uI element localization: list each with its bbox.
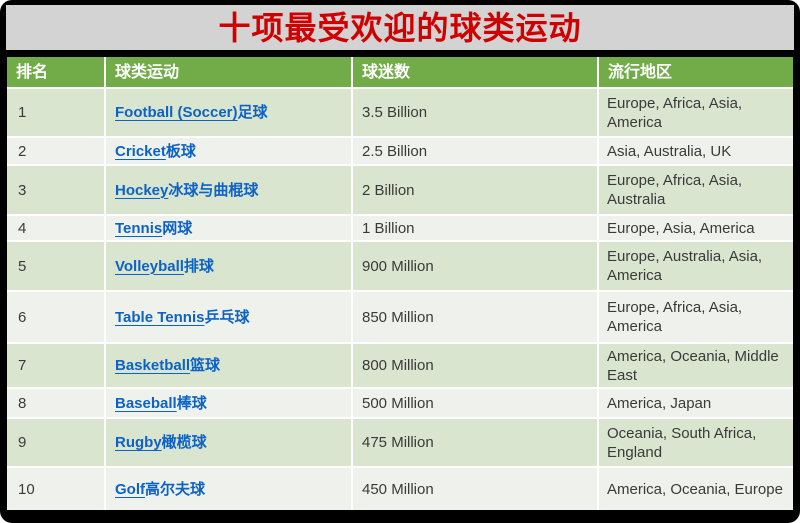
sport-link[interactable]: Football (Soccer)足球 [115, 104, 268, 121]
sport-cell: Table Tennis乒乓球 [104, 290, 353, 344]
sport-name-en: Table Tennis [115, 308, 205, 326]
sport-link[interactable]: Rugby橄榄球 [115, 434, 207, 451]
sport-name-en: Cricket [115, 142, 166, 160]
rank-cell: 7 [6, 342, 106, 389]
sport-name-zh: 高尔夫球 [145, 480, 206, 498]
sport-link[interactable]: Baseball棒球 [115, 395, 207, 412]
fans-cell: 2.5 Billion [351, 136, 599, 166]
table-row: 3 Hockey冰球与曲棍球 2 Billion Europe, Africa,… [6, 164, 794, 216]
rank-cell: 1 [6, 87, 106, 138]
table-row: 10 Golf高尔夫球 450 Million America, Oceania… [6, 466, 794, 511]
sport-cell: Rugby橄榄球 [104, 417, 353, 468]
sport-link[interactable]: Cricket板球 [115, 143, 196, 160]
sport-cell: Cricket板球 [104, 136, 353, 166]
regions-cell: America, Oceania, Middle East [597, 342, 794, 389]
sport-name-zh: 橄榄球 [161, 434, 207, 451]
regions-cell: Europe, Africa, Asia, America [597, 290, 794, 344]
header-rank: 排名 [6, 56, 106, 89]
sport-link[interactable]: Table Tennis乒乓球 [115, 309, 249, 326]
header-regions: 流行地区 [597, 56, 794, 89]
table-row: 6 Table Tennis乒乓球 850 Million Europe, Af… [6, 290, 794, 344]
table-row: 9 Rugby橄榄球 475 Million Oceania, South Af… [6, 417, 794, 468]
table-row: 2 Cricket板球 2.5 Billion Asia, Australia,… [6, 136, 794, 166]
table-row: 1 Football (Soccer)足球 3.5 Billion Europe… [6, 87, 794, 138]
sport-link[interactable]: Volleyball排球 [115, 258, 214, 275]
sport-cell: Volleyball排球 [104, 240, 353, 292]
sport-name-en: Rugby [115, 434, 162, 451]
sport-link[interactable]: Hockey冰球与曲棍球 [115, 182, 258, 199]
regions-cell: America, Japan [597, 387, 794, 419]
table-row: 4 Tennis网球 1 Billion Europe, Asia, Ameri… [6, 214, 794, 242]
table-row: 8 Baseball棒球 500 Million America, Japan [6, 387, 794, 419]
table-row: 5 Volleyball排球 900 Million Europe, Austr… [6, 240, 794, 292]
regions-cell: Europe, Africa, Asia, America [597, 87, 794, 138]
page-title: 十项最受欢迎的球类运动 [218, 9, 582, 46]
sport-cell: Basketball篮球 [104, 342, 353, 389]
sport-cell: Baseball棒球 [104, 387, 353, 419]
sport-name-zh: 冰球与曲棍球 [168, 181, 259, 199]
sport-link[interactable]: Basketball篮球 [115, 357, 220, 374]
fans-cell: 800 Million [351, 342, 599, 389]
regions-cell: Asia, Australia, UK [597, 136, 794, 166]
regions-cell: Europe, Asia, America [597, 214, 794, 242]
sport-link[interactable]: Tennis网球 [115, 220, 192, 237]
regions-cell: Oceania, South Africa, England [597, 417, 794, 468]
fans-cell: 3.5 Billion [351, 87, 599, 138]
title-bar: 十项最受欢迎的球类运动 [6, 5, 794, 50]
table-row: 7 Basketball篮球 800 Million America, Ocea… [6, 342, 794, 389]
sport-name-en: Hockey [115, 181, 169, 199]
fans-cell: 450 Million [351, 466, 599, 511]
sport-name-en: Volleyball [115, 257, 184, 275]
sport-name-zh: 乒乓球 [204, 308, 250, 326]
rank-cell: 4 [6, 214, 106, 242]
sport-cell: Tennis网球 [104, 214, 353, 242]
fans-cell: 475 Million [351, 417, 599, 468]
regions-cell: Europe, Africa, Asia, Australia [597, 164, 794, 216]
sport-name-en: Football (Soccer) [115, 104, 238, 121]
sport-link[interactable]: Golf高尔夫球 [115, 481, 205, 498]
sport-name-zh: 篮球 [190, 357, 221, 374]
sport-name-en: Basketball [115, 357, 191, 374]
sport-name-en: Tennis [115, 219, 163, 237]
sport-cell: Golf高尔夫球 [104, 466, 353, 511]
rank-cell: 3 [6, 164, 106, 216]
sport-name-zh: 排球 [183, 257, 214, 275]
fans-cell: 900 Million [351, 240, 599, 292]
sport-cell: Football (Soccer)足球 [104, 87, 353, 138]
sport-cell: Hockey冰球与曲棍球 [104, 164, 353, 216]
fans-cell: 2 Billion [351, 164, 599, 216]
sport-name-zh: 网球 [162, 219, 193, 237]
sport-name-zh: 板球 [165, 142, 196, 160]
header-row: 排名 球类运动 球迷数 流行地区 [6, 56, 794, 89]
header-sport: 球类运动 [104, 56, 353, 89]
fans-cell: 850 Million [351, 290, 599, 344]
regions-cell: Europe, Australia, Asia, America [597, 240, 794, 292]
sport-name-en: Golf [115, 480, 145, 498]
sport-name-zh: 棒球 [176, 394, 207, 412]
sport-name-en: Baseball [115, 394, 177, 412]
sport-name-zh: 足球 [237, 104, 268, 121]
rank-cell: 2 [6, 136, 106, 166]
regions-cell: America, Oceania, Europe [597, 466, 794, 511]
rank-cell: 8 [6, 387, 106, 419]
rank-cell: 5 [6, 240, 106, 292]
fans-cell: 1 Billion [351, 214, 599, 242]
fans-cell: 500 Million [351, 387, 599, 419]
header-fans: 球迷数 [351, 56, 599, 89]
sports-table-container: 排名 球类运动 球迷数 流行地区 1 Football (Soccer)足球 3… [6, 56, 794, 511]
sports-table: 排名 球类运动 球迷数 流行地区 1 Football (Soccer)足球 3… [6, 56, 794, 511]
rank-cell: 9 [6, 417, 106, 468]
rank-cell: 10 [6, 466, 106, 511]
rank-cell: 6 [6, 290, 106, 344]
